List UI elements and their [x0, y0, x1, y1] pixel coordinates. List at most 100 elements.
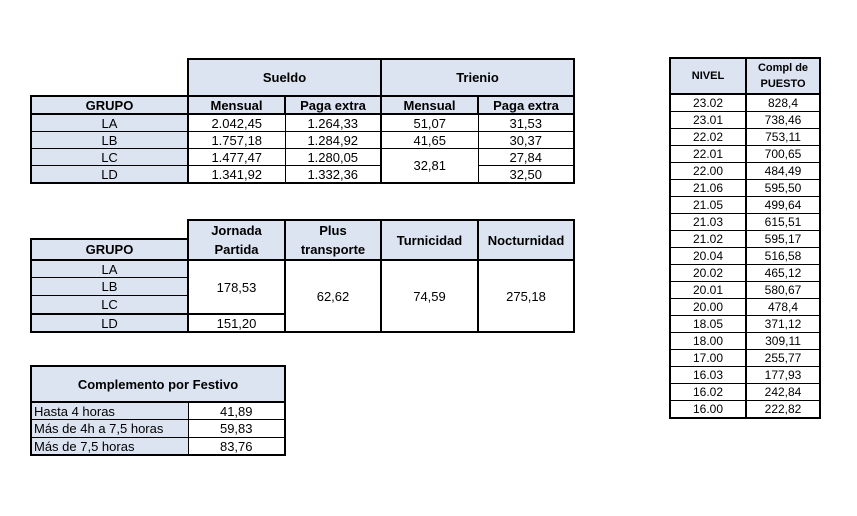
compl-header: Compl de PUESTO [745, 57, 821, 95]
sueldo-mensual-cell: 2.042,45 [187, 113, 286, 132]
grupo-cell: LD [30, 313, 189, 333]
grupo-cell: LA [30, 113, 189, 132]
compl-header-line2: PUESTO [760, 78, 806, 90]
nivel-cell: 22.02 [669, 128, 747, 146]
table-row: 16.02 242,84 [669, 383, 821, 401]
grupo-cell: LC [30, 148, 189, 166]
jornada-header-line1: Jornada [211, 223, 262, 238]
compl-cell: 465,12 [745, 264, 821, 282]
table-row: LB 1.757,18 1.284,92 41,65 30,37 [30, 131, 575, 149]
festivo-label: Más de 4h a 7,5 horas [30, 419, 189, 438]
compl-cell: 700,65 [745, 145, 821, 163]
table-row: 18.00 309,11 [669, 332, 821, 350]
table-row: LD 1.341,92 1.332,36 32,50 [30, 165, 575, 184]
grupo-cell: LB [30, 131, 189, 149]
table-row: 16.00 222,82 [669, 400, 821, 419]
sueldo-paga-cell: 1.284,92 [284, 131, 382, 149]
jornada-ld-cell: 151,20 [187, 313, 286, 333]
compl-cell: 738,46 [745, 111, 821, 129]
nivel-cell: 23.01 [669, 111, 747, 129]
jornada-header: Jornada Partida [187, 219, 286, 261]
grupo-cell: LA [30, 259, 189, 278]
table-row: 22.01 700,65 [669, 145, 821, 163]
empty-corner [31, 59, 188, 96]
trienio-paga-cell: 30,37 [477, 131, 575, 149]
grupo-cell: LB [30, 277, 189, 296]
festivo-table: Complemento por Festivo Hasta 4 horas 41… [30, 365, 286, 456]
nivel-cell: 20.04 [669, 247, 747, 265]
table-row: LC 1.477,47 1.280,05 32,81 27,84 [30, 148, 575, 184]
nivel-cell: 21.02 [669, 230, 747, 248]
compl-cell: 222,82 [745, 400, 821, 419]
compl-cell: 753,11 [745, 128, 821, 146]
nivel-cell: 18.05 [669, 315, 747, 333]
compl-cell: 499,64 [745, 196, 821, 214]
sueldo-paga-cell: 1.280,05 [284, 148, 382, 166]
compl-cell: 595,50 [745, 179, 821, 197]
nocturnidad-header: Nocturnidad [477, 219, 575, 261]
nivel-cell: 18.00 [669, 332, 747, 350]
nivel-cell: 22.01 [669, 145, 747, 163]
trienio-mensual-cell: 32,81 [380, 148, 479, 184]
trienio-mensual-cell: 51,07 [380, 113, 479, 132]
table-row: 22.00 484,49 [669, 162, 821, 180]
nivel-cell: 20.02 [669, 264, 747, 282]
compl-cell: 177,93 [745, 366, 821, 384]
allowances-table: Jornada Partida Plus transporte Turnicid… [30, 219, 575, 333]
festivo-value: 41,89 [187, 401, 286, 420]
plus-transporte-cell: 62,62 [284, 259, 382, 333]
nivel-cell: 23.02 [669, 93, 747, 112]
plus-header: Plus transporte [284, 219, 382, 261]
nivel-cell: 16.02 [669, 383, 747, 401]
sueldo-paga-header: Paga extra [284, 95, 382, 115]
plus-header-line2: transporte [300, 242, 366, 257]
sueldo-paga-cell: 1.264,33 [284, 113, 382, 132]
sueldo-paga-cell: 1.332,36 [284, 165, 382, 184]
table-row: 21.03 615,51 [669, 213, 821, 231]
compl-cell: 371,12 [745, 315, 821, 333]
festivo-value: 59,83 [187, 419, 286, 438]
table-row: 23.02 828,4 [669, 93, 821, 112]
nivel-cell: 16.00 [669, 400, 747, 419]
nivel-table-body: 23.02 828,4 23.01 738,46 22.02 753,11 22.01 700… [669, 93, 821, 419]
table-row: 22.02 753,11 [669, 128, 821, 146]
nivel-cell: 22.00 [669, 162, 747, 180]
nivel-cell: 20.01 [669, 281, 747, 299]
jornada-header-line2: Partida [214, 242, 259, 257]
table-row: 21.06 595,50 [669, 179, 821, 197]
table-row: 20.04 516,58 [669, 247, 821, 265]
table-row: 16.03 177,93 [669, 366, 821, 384]
table-row: 20.02 465,12 [669, 264, 821, 282]
compl-cell: 516,58 [745, 247, 821, 265]
festivo-value: 83,76 [187, 437, 286, 456]
sueldo-mensual-cell: 1.477,47 [187, 148, 286, 166]
compl-cell: 242,84 [745, 383, 821, 401]
trienio-paga-header: Paga extra [477, 95, 575, 115]
empty-corner [31, 220, 188, 239]
grupo-cell: LC [30, 295, 189, 315]
salary-table: Sueldo Trienio GRUPO Mensual Paga extra … [30, 58, 575, 184]
trienio-mensual-cell: 41,65 [380, 131, 479, 149]
table-row: 21.05 499,64 [669, 196, 821, 214]
turnicidad-header: Turnicidad [380, 219, 479, 261]
trienio-paga-cell: 32,50 [477, 165, 575, 184]
compl-cell: 615,51 [745, 213, 821, 231]
trienio-paga-cell: 27,84 [477, 148, 575, 166]
compl-header-line1: Compl de [757, 62, 809, 74]
compl-cell: 255,77 [745, 349, 821, 367]
turnicidad-cell: 74,59 [380, 259, 479, 333]
table-row: LA 2.042,45 1.264,33 51,07 31,53 [30, 113, 575, 132]
festivo-title: Complemento por Festivo [30, 365, 286, 403]
grupo-header: GRUPO [30, 95, 189, 115]
trienio-paga-cell: 31,53 [477, 113, 575, 132]
table-row: 21.02 595,17 [669, 230, 821, 248]
festivo-label: Más de 7,5 horas [30, 437, 189, 456]
plus-header-line1: Plus [319, 223, 347, 238]
jornada-la-lc-cell: 178,53 [187, 259, 286, 315]
nivel-cell: 21.03 [669, 213, 747, 231]
nivel-cell: 21.05 [669, 196, 747, 214]
compl-cell: 484,49 [745, 162, 821, 180]
compl-cell: 828,4 [745, 93, 821, 112]
table-row: Hasta 4 horas 41,89 [30, 401, 286, 420]
grupo-header: GRUPO [30, 238, 189, 261]
